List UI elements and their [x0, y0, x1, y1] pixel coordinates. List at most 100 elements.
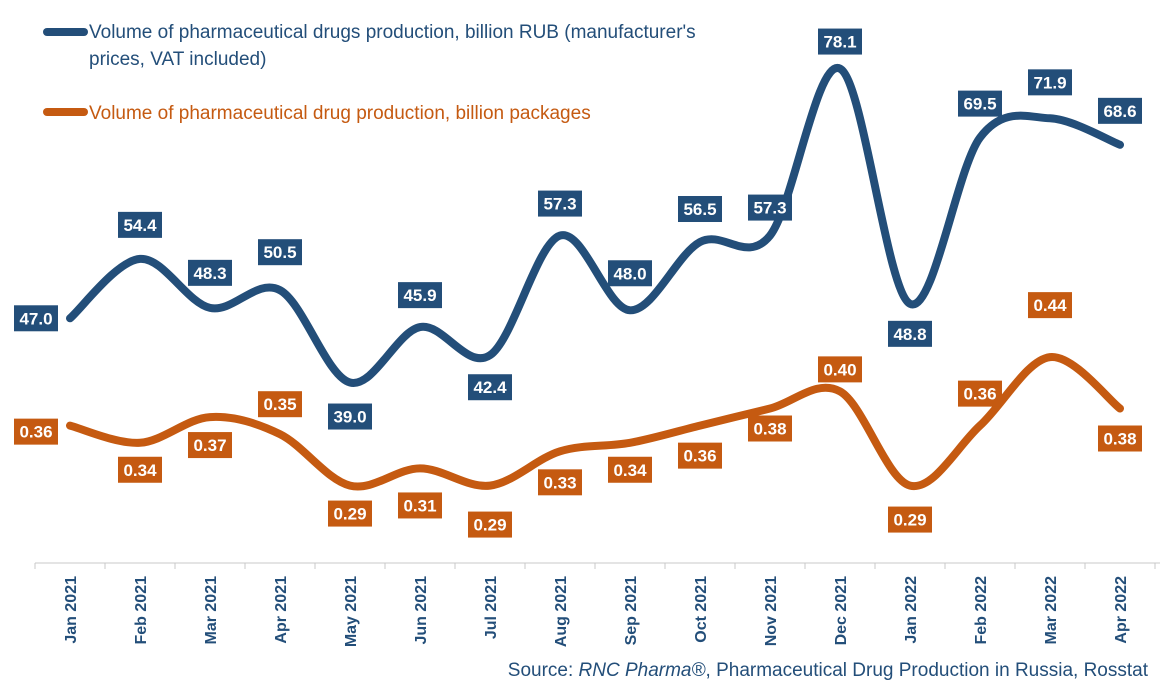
- data-label-text: 57.3: [753, 199, 786, 218]
- data-label-text: 48.3: [193, 264, 226, 283]
- x-tick-label: Dec 2021: [833, 576, 850, 645]
- data-label-text: 42.4: [473, 378, 507, 397]
- data-label-box: [538, 190, 582, 217]
- data-label-box: [748, 415, 792, 442]
- x-tick-label: Mar 2021: [203, 576, 220, 645]
- data-label-box: [678, 442, 722, 469]
- data-label-box: [398, 492, 442, 519]
- source-prefix: Source:: [507, 660, 579, 681]
- data-label-text: 0.31: [403, 496, 436, 515]
- data-label: 0.36: [958, 380, 1002, 407]
- data-label-box: [328, 500, 372, 527]
- data-label: 57.3: [538, 190, 582, 217]
- data-label-text: 0.36: [963, 385, 996, 404]
- data-label: 48.8: [888, 320, 932, 347]
- x-tick-label: Feb 2021: [133, 576, 150, 645]
- data-label-box: [118, 456, 162, 483]
- data-label-box: [958, 380, 1002, 407]
- data-label: 0.36: [678, 442, 722, 469]
- data-label-text: 71.9: [1033, 73, 1066, 92]
- x-tick-label: Jan 2021: [63, 576, 80, 644]
- data-label: 48.0: [608, 260, 652, 287]
- data-label-text: 0.33: [543, 473, 576, 492]
- data-label: 0.34: [118, 456, 162, 483]
- x-tick-label: Apr 2022: [1113, 576, 1130, 644]
- source-brand: RNC Pharma®: [578, 660, 706, 681]
- data-label-text: 0.34: [613, 461, 647, 480]
- data-label-box: [958, 90, 1002, 117]
- data-label: 48.3: [188, 259, 232, 286]
- data-label: 0.33: [538, 469, 582, 496]
- data-label: 71.9: [1028, 69, 1072, 96]
- data-label-text: 78.1: [823, 33, 856, 52]
- data-label-box: [468, 511, 512, 538]
- data-label: 57.3: [748, 194, 792, 221]
- x-tick-label: Feb 2022: [973, 576, 990, 645]
- data-label-box: [328, 403, 372, 430]
- series-line-1: [66, 64, 1124, 387]
- legend-item-2: Volume of pharmaceutical drug production…: [43, 103, 591, 124]
- data-label: 0.38: [748, 415, 792, 442]
- data-label-box: [748, 194, 792, 221]
- x-axis: Jan 2021 Feb 2021 Mar 2021 Apr 2021 May 2021…: [34, 562, 1160, 647]
- data-label-text: 0.38: [1103, 430, 1136, 449]
- data-label-text: 48.0: [613, 264, 646, 283]
- x-tick-label: Jan 2022: [903, 576, 920, 644]
- legend-label: Volume of pharmaceutical drug production…: [89, 103, 591, 124]
- data-label: 0.29: [328, 500, 372, 527]
- data-label-box: [258, 239, 302, 266]
- data-label-box: [1028, 69, 1072, 96]
- data-label-box: [398, 282, 442, 309]
- data-label-box: [1028, 292, 1072, 319]
- data-label: 0.29: [468, 511, 512, 538]
- data-label-box: [608, 456, 652, 483]
- data-label-box: [608, 260, 652, 287]
- data-label: 42.4: [468, 374, 512, 401]
- data-label-box: [678, 196, 722, 223]
- source-note: Source: RNC Pharma®, Pharmaceutical Drug…: [508, 660, 1148, 682]
- data-label-text: 50.5: [263, 243, 296, 262]
- data-label-box: [818, 356, 862, 383]
- data-label-text: 45.9: [403, 286, 436, 305]
- series-layer: [66, 64, 1124, 491]
- x-tick-label: Nov 2021: [763, 576, 780, 646]
- data-label-text: 0.37: [193, 436, 226, 455]
- data-label-box: [14, 305, 58, 332]
- data-label-box: [188, 259, 232, 286]
- data-label: 0.37: [188, 432, 232, 459]
- data-label: 0.31: [398, 492, 442, 519]
- data-label-box: [888, 506, 932, 533]
- legend: Volume of pharmaceutical drugs productio…: [43, 22, 696, 124]
- data-label-box: [818, 28, 862, 55]
- data-label-text: 0.40: [823, 360, 856, 379]
- data-label-box: [14, 418, 58, 445]
- data-label-text: 0.29: [333, 505, 366, 524]
- data-label: 0.29: [888, 506, 932, 533]
- data-label: 56.5: [678, 196, 722, 223]
- legend-item-1: Volume of pharmaceutical drugs productio…: [43, 22, 696, 70]
- data-label: 68.6: [1098, 97, 1142, 124]
- data-label: 45.9: [398, 282, 442, 309]
- data-label: 0.44: [1028, 292, 1072, 319]
- data-label: 50.5: [258, 239, 302, 266]
- data-label-text: 0.29: [473, 516, 506, 535]
- data-label-text: 54.4: [123, 216, 157, 235]
- x-tick-label: Apr 2021: [273, 576, 290, 644]
- data-label-text: 39.0: [333, 408, 366, 427]
- data-label-text: 0.34: [123, 461, 157, 480]
- legend-label: Volume of pharmaceutical drugs productio…: [89, 22, 696, 70]
- data-label: 69.5: [958, 90, 1002, 117]
- data-label: 0.34: [608, 456, 652, 483]
- data-label-text: 69.5: [963, 95, 996, 114]
- data-label: 0.35: [258, 391, 302, 418]
- data-label-box: [188, 432, 232, 459]
- data-label: 39.0: [328, 403, 372, 430]
- data-label: 78.1: [818, 28, 862, 55]
- data-label-text: 0.44: [1033, 296, 1067, 315]
- data-label: 47.0: [14, 305, 58, 332]
- data-label-box: [888, 320, 932, 347]
- source-suffix: , Pharmaceutical Drug Production in Russ…: [705, 660, 1148, 681]
- x-tick-label: Aug 2021: [553, 576, 570, 647]
- x-tick-label: Oct 2021: [693, 576, 710, 643]
